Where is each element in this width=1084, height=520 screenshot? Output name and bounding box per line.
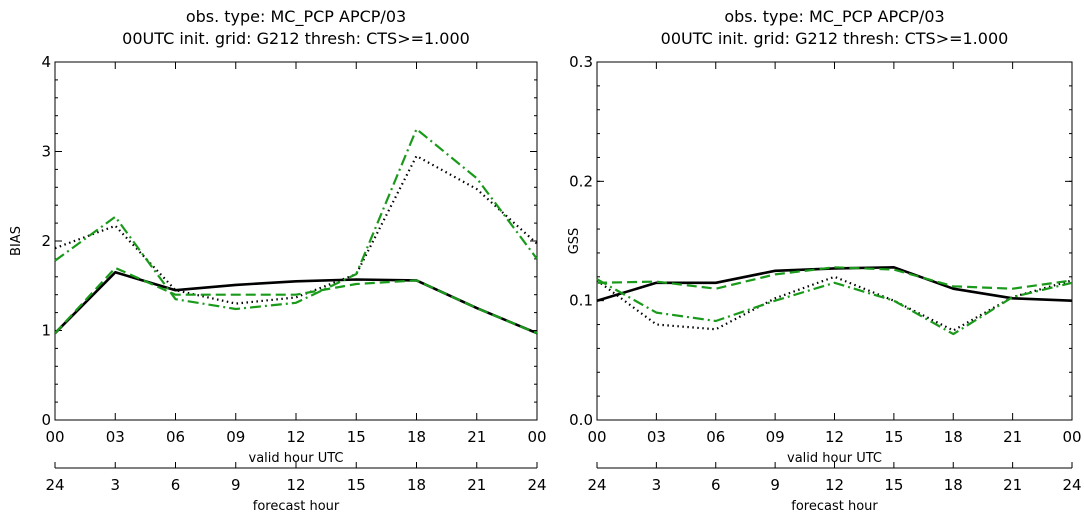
x-tick-label: 09: [766, 428, 785, 446]
forecast-tick-label: 21: [467, 476, 486, 494]
series-line-solid-black: [596, 265, 1073, 302]
chart-title: obs. type: MC_PCP APCP/03: [724, 7, 944, 27]
x-tick-label: 15: [347, 428, 366, 446]
forecast-tick-label: 18: [944, 476, 963, 494]
x-tick-label: 18: [944, 428, 963, 446]
forecast-tick-label: 15: [347, 476, 366, 494]
y-tick-label: 0.0: [569, 411, 593, 429]
x-tick-label: 06: [706, 428, 725, 446]
y-tick-label: 2: [41, 232, 51, 250]
x-tick-label: 18: [407, 428, 426, 446]
chart-title: obs. type: MC_PCP APCP/03: [186, 7, 406, 27]
y-tick-label: 1: [41, 322, 51, 340]
series-line-dotted-black: [596, 275, 1073, 332]
x-tick-label: 03: [106, 428, 125, 446]
forecast-tick-label: 21: [1003, 476, 1022, 494]
forecast-tick-label: 12: [286, 476, 305, 494]
forecast-axis-label: forecast hour: [253, 499, 340, 514]
x-tick-label: 00: [45, 428, 64, 446]
x-tick-label: 12: [825, 428, 844, 446]
x-axis-label: valid hour UTC: [787, 451, 882, 466]
series-line-dashed-green: [54, 266, 538, 335]
x-tick-label: 00: [527, 428, 546, 446]
y-axis-label: GSS: [567, 228, 582, 255]
plot-frame: [54, 61, 538, 421]
forecast-tick-label: 12: [825, 476, 844, 494]
x-tick-label: 03: [647, 428, 666, 446]
forecast-tick-label: 24: [45, 476, 64, 494]
y-axis-label: BIAS: [9, 226, 24, 256]
x-axis-label: valid hour UTC: [249, 451, 344, 466]
forecast-tick-label: 24: [1062, 476, 1081, 494]
forecast-tick-label: 9: [231, 476, 241, 494]
x-tick-label: 00: [1062, 428, 1081, 446]
x-tick-label: 06: [166, 428, 185, 446]
y-tick-label: 3: [41, 143, 51, 161]
forecast-tick-label: 6: [711, 476, 721, 494]
forecast-tick-label: 18: [407, 476, 426, 494]
forecast-tick-label: 6: [171, 476, 181, 494]
x-tick-label: 12: [286, 428, 305, 446]
forecast-tick-label: 15: [884, 476, 903, 494]
forecast-axis-label: forecast hour: [791, 499, 878, 514]
y-tick-label: 0.3: [569, 53, 593, 71]
forecast-tick-label: 24: [587, 476, 606, 494]
x-tick-label: 00: [587, 428, 606, 446]
forecast-tick-label: 9: [770, 476, 780, 494]
y-tick-label: 0: [41, 411, 51, 429]
chart-subtitle: 00UTC init. grid: G212 thresh: CTS>=1.00…: [661, 29, 1009, 48]
bias-chart-panel: obs. type: MC_PCP APCP/03 00UTC init. gri…: [9, 7, 547, 514]
y-tick-label: 0.1: [569, 292, 593, 310]
x-tick-label: 09: [226, 428, 245, 446]
series-line-dashed-green: [596, 266, 1073, 290]
plot-frame: [596, 61, 1073, 421]
series-line-dashdot-green: [596, 278, 1073, 336]
x-tick-label: 21: [1003, 428, 1022, 446]
series-line-dashdot-green: [54, 128, 538, 311]
forecast-tick-label: 3: [110, 476, 120, 494]
gss-chart-panel: obs. type: MC_PCP APCP/03 00UTC init. gri…: [567, 7, 1082, 514]
y-tick-label: 0.2: [569, 172, 593, 190]
x-tick-label: 21: [467, 428, 486, 446]
forecast-tick-label: 3: [652, 476, 662, 494]
chart-subtitle: 00UTC init. grid: G212 thresh: CTS>=1.00…: [122, 29, 470, 48]
forecast-tick-label: 24: [527, 476, 546, 494]
x-tick-label: 15: [884, 428, 903, 446]
y-tick-label: 4: [41, 53, 51, 71]
